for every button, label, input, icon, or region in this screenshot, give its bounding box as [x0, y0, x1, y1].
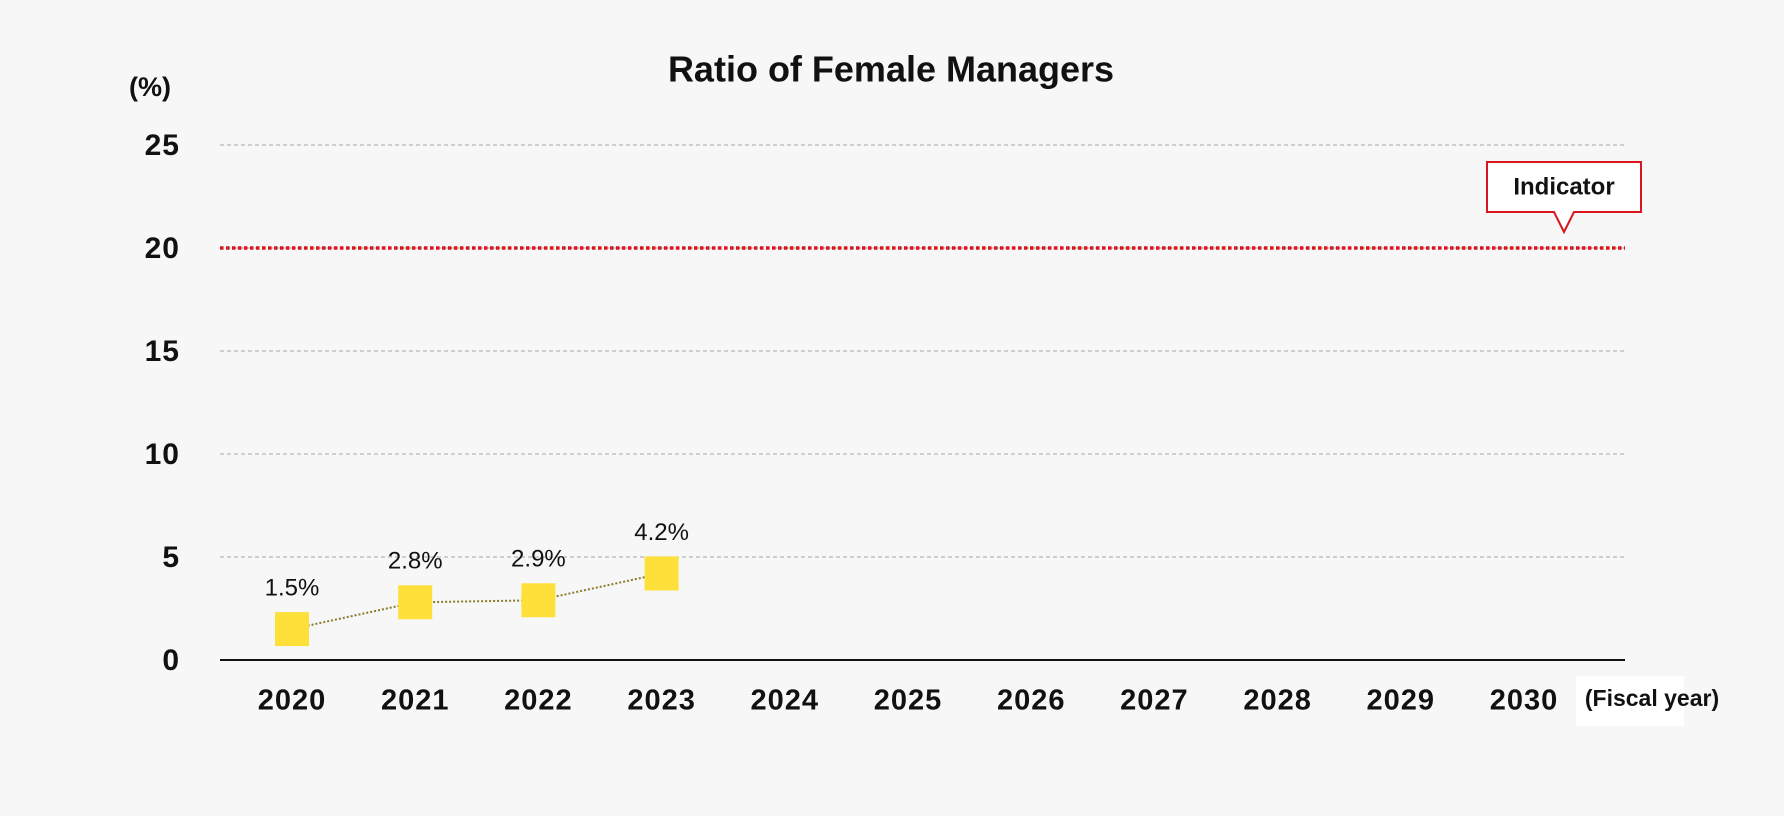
x-tick-label: 2022	[504, 685, 573, 717]
marker	[275, 612, 309, 647]
value-label: 4.2%	[634, 519, 689, 546]
x-tick-label: 2028	[1243, 685, 1312, 717]
y-tick-label: 5	[162, 541, 180, 574]
y-tick-label: 25	[145, 129, 180, 162]
x-tick-label: 2020	[258, 685, 327, 717]
x-tick-label: 2021	[381, 685, 450, 717]
x-tick-label: 2024	[751, 685, 820, 717]
x-tick-label: 2030	[1490, 685, 1559, 717]
x-tick-label: 2025	[874, 685, 943, 717]
x-axis-label: (Fiscal year)	[1585, 685, 1719, 711]
marker	[644, 556, 679, 591]
y-tick-label: 15	[145, 335, 180, 368]
marker	[521, 583, 556, 618]
x-tick-label: 2029	[1367, 685, 1436, 717]
marker	[398, 585, 433, 620]
chart-title: Ratio of Female Managers	[668, 49, 1114, 90]
y-tick-label: 0	[162, 644, 180, 677]
value-label: 2.9%	[511, 546, 566, 573]
series-line	[291, 572, 662, 631]
value-label: 2.8%	[388, 548, 443, 575]
y-axis-label: (%)	[129, 72, 171, 102]
x-axis-label-box	[1576, 676, 1684, 726]
indicator-label: Indicator	[1513, 173, 1614, 200]
indicator-callout	[1486, 161, 1642, 235]
x-tick-label: 2023	[627, 685, 696, 717]
y-tick-label: 20	[145, 232, 180, 265]
y-tick-label: 10	[145, 438, 180, 471]
value-label: 1.5%	[265, 574, 320, 601]
x-tick-label: 2026	[997, 685, 1066, 717]
x-tick-label: 2027	[1120, 685, 1189, 717]
